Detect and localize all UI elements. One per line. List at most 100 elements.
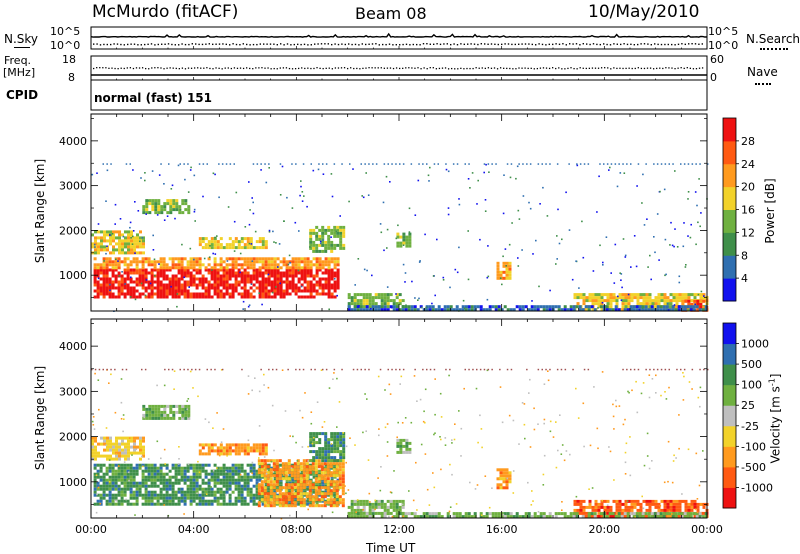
power-cell (324, 257, 328, 261)
power-cell (306, 260, 310, 264)
velocity-cell (284, 498, 288, 502)
power-cell (333, 295, 337, 299)
power-cell (315, 257, 319, 261)
velocity-cell (281, 477, 285, 481)
power-cell (327, 286, 331, 290)
station-title: McMurdo (fitACF) (92, 2, 239, 22)
power-cell (102, 283, 106, 287)
velocity-cell (130, 436, 133, 440)
velocity-cell (502, 468, 506, 472)
power-cell (371, 302, 375, 306)
velocity-cell (201, 481, 205, 485)
power-cell (279, 286, 283, 290)
power-cell (383, 305, 387, 309)
power-cell (171, 266, 175, 270)
velocity-cell (339, 456, 343, 460)
power-cell (120, 277, 124, 281)
velocity-cell (255, 443, 259, 447)
power-cell (318, 277, 322, 281)
velocity-cell (269, 471, 273, 475)
power-cell (603, 293, 607, 297)
power-cell (144, 271, 148, 275)
power-cell (402, 241, 406, 245)
velocity-cell (156, 493, 160, 497)
velocity-cell (255, 472, 259, 476)
nsearch-dot (647, 43, 649, 45)
velocity-cell (609, 505, 613, 509)
power-cell (327, 225, 331, 229)
nsearch-dot (310, 44, 312, 46)
velocity-cell (147, 475, 151, 479)
power-cell (309, 274, 313, 278)
power-cell (213, 257, 217, 261)
velocity-cell (151, 413, 155, 417)
power-cell (576, 293, 580, 297)
power-speckle (697, 293, 700, 296)
power-cell (105, 274, 109, 278)
power-cell (252, 263, 256, 267)
power-colorbar-segment (723, 255, 736, 279)
velocity-cell (225, 452, 229, 456)
velocity-cell (180, 496, 184, 500)
power-cell (114, 277, 118, 281)
power-cell (407, 308, 411, 312)
power-cell (123, 260, 127, 264)
power-cell (115, 230, 118, 234)
velocity-cell (639, 505, 643, 509)
velocity-speckle (416, 400, 418, 402)
power-cell (186, 292, 190, 296)
power-cell (264, 240, 268, 244)
velocity-cell (195, 475, 199, 479)
power-band-dot (456, 163, 459, 165)
power-cell (330, 268, 334, 272)
velocity-cell (327, 447, 331, 451)
velocity-cell (109, 457, 112, 461)
power-cell (306, 257, 310, 261)
velocity-cell (554, 512, 558, 516)
power-cell (139, 230, 142, 234)
velocity-cell (225, 502, 229, 506)
power-cell (627, 302, 631, 306)
nsearch-dot (307, 44, 309, 46)
velocity-cell (698, 512, 702, 516)
power-cell (324, 240, 328, 244)
velocity-cell (326, 462, 330, 466)
power-cell (204, 266, 208, 270)
power-cell (563, 308, 567, 312)
power-cell (699, 296, 703, 300)
velocity-cell (377, 502, 381, 506)
power-cell (237, 240, 241, 244)
velocity-speckle (226, 455, 228, 457)
power-cell (207, 292, 211, 296)
power-cell (309, 266, 313, 270)
power-speckle (660, 305, 662, 308)
power-cell (186, 295, 190, 299)
power-speckle (170, 188, 173, 190)
power-cell (630, 293, 634, 297)
power-cell (362, 305, 366, 309)
velocity-cell (398, 499, 402, 503)
velocity-cell (396, 450, 400, 454)
velocity-cell (306, 499, 310, 503)
power-speckle (203, 257, 206, 260)
velocity-speckle (384, 426, 387, 429)
power-cell (508, 270, 512, 274)
velocity-cell (380, 505, 384, 509)
power-cell (386, 308, 390, 312)
power-cell (213, 246, 217, 250)
velocity-cell (210, 490, 214, 494)
velocity-cell (252, 449, 256, 453)
power-cell (267, 266, 271, 270)
power-cell (150, 274, 154, 278)
power-cell (627, 299, 631, 303)
velocity-cell (159, 463, 163, 467)
power-cell (204, 286, 208, 290)
power-speckle (434, 294, 436, 297)
velocity-cell (326, 501, 330, 505)
power-cell (303, 274, 307, 278)
power-cell (228, 246, 232, 250)
velocity-cell (695, 512, 699, 516)
power-cell (291, 271, 295, 275)
power-speckle (275, 286, 277, 288)
power-cell (219, 260, 223, 264)
